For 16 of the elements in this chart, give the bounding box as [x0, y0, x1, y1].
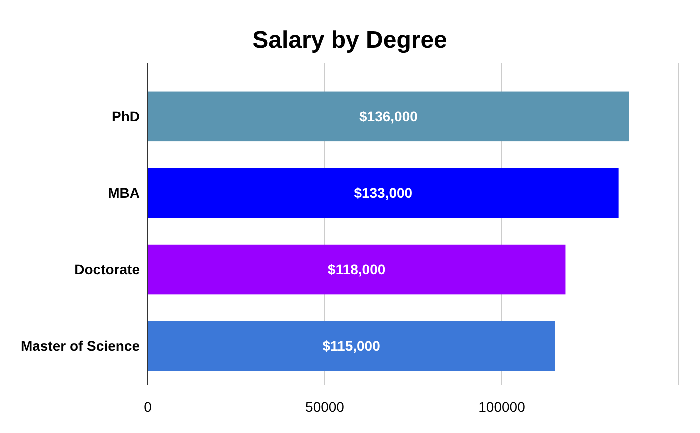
y-tick-label: Master of Science [20, 338, 140, 354]
bar [148, 168, 619, 218]
data-label: $115,000 [322, 338, 381, 354]
chart-title: Salary by Degree [252, 27, 448, 54]
y-tick-label: Doctorate [74, 262, 140, 278]
y-tick-label: MBA [108, 185, 140, 202]
data-label: $136,000 [360, 108, 418, 125]
data-label: $118,000 [328, 262, 386, 278]
y-tick-label: PhD [112, 108, 140, 125]
data-label: $133,000 [354, 185, 413, 202]
bar [148, 321, 556, 372]
x-tick-label: 0 [144, 399, 152, 415]
x-tick-label: 50000 [306, 399, 345, 415]
bar [148, 244, 566, 295]
bar [148, 92, 630, 142]
x-tick-label: 100000 [478, 399, 526, 415]
